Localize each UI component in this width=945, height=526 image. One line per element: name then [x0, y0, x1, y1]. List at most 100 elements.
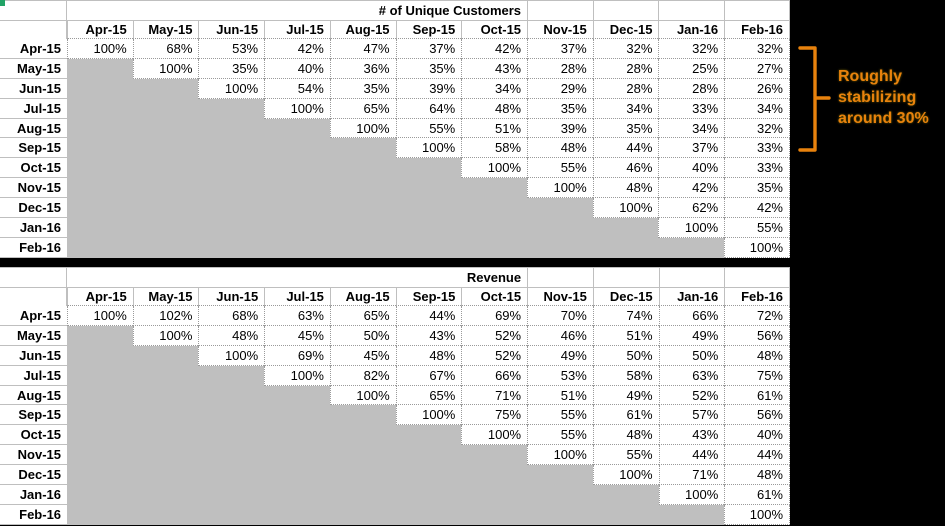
value-cell: 35%: [395, 58, 462, 79]
annotation-line: around 30%: [838, 110, 929, 127]
value-cell: 48%: [592, 178, 659, 199]
value-cell: 100%: [461, 425, 528, 446]
empty-gray-cell: [67, 445, 133, 466]
annotation-bracket: [798, 46, 831, 152]
row-header: Jun-15: [0, 79, 68, 99]
empty-gray-cell: [264, 425, 330, 446]
revenue-grid: Revenue Apr-15 May-15 Jun-15 Jul-15 Aug-15 Sep…: [0, 267, 790, 525]
empty-gray-cell: [395, 425, 462, 446]
empty-gray-cell: [198, 218, 265, 238]
table-row: Feb-16 100%: [0, 237, 790, 258]
table-row: Dec-15 100% 62% 42%: [0, 198, 790, 219]
empty-gray-cell: [395, 445, 462, 466]
empty-gray-cell: [592, 237, 659, 258]
unique-customers-cohort-table: # of Unique Customers Apr-15 May-15 Jun-15 J…: [0, 0, 790, 258]
empty-gray-cell: [67, 485, 133, 505]
value-cell: 52%: [461, 325, 528, 346]
value-cell: 61%: [724, 385, 790, 406]
row-header: May-15: [0, 59, 68, 79]
table-row: Oct-15 100% 55% 46% 40% 33%: [0, 158, 790, 179]
row-header: Dec-15: [0, 465, 68, 486]
value-cell: 43%: [461, 58, 528, 79]
value-cell: 69%: [461, 306, 528, 326]
table-row: Nov-15 100% 55% 44% 44%: [0, 445, 790, 466]
value-cell: 48%: [198, 325, 265, 346]
empty-gray-cell: [132, 405, 199, 426]
value-cell: 44%: [592, 138, 659, 159]
empty-gray-cell: [264, 405, 330, 426]
row-header: Jun-15: [0, 346, 68, 366]
empty-gray-cell: [395, 178, 462, 199]
empty-gray-cell: [329, 178, 396, 199]
empty-gray-cell: [132, 365, 199, 386]
value-cell: 100%: [329, 118, 396, 139]
table-row: Feb-16 100%: [0, 504, 790, 525]
column-header: Feb-16: [724, 21, 790, 39]
value-cell: 100%: [67, 306, 133, 326]
value-cell: 28%: [592, 58, 659, 79]
value-cell: 55%: [527, 158, 593, 179]
value-cell: 37%: [658, 138, 725, 159]
empty-gray-cell: [132, 465, 199, 486]
empty-gray-cell: [198, 98, 265, 119]
value-cell: 58%: [592, 365, 659, 386]
empty-gray-cell: [527, 504, 593, 525]
value-cell: 100%: [198, 345, 265, 366]
value-cell: 51%: [527, 385, 593, 406]
value-cell: 71%: [461, 385, 528, 406]
row-header: Apr-15: [0, 306, 68, 326]
empty-gray-cell: [132, 445, 199, 466]
value-cell: 28%: [658, 78, 725, 99]
empty-gray-cell: [67, 465, 133, 486]
empty-gray-cell: [264, 138, 330, 159]
green-corner-artifact: [0, 0, 5, 6]
column-header: Jun-15: [198, 288, 265, 306]
empty-gray-cell: [198, 425, 265, 446]
empty-gray-cell: [264, 178, 330, 199]
empty-gray-cell: [461, 198, 528, 219]
blank-cell: [724, 267, 790, 288]
value-cell: 50%: [658, 345, 725, 366]
empty-gray-cell: [527, 465, 593, 486]
value-cell: 55%: [527, 425, 593, 446]
value-cell: 82%: [329, 365, 396, 386]
value-cell: 63%: [658, 365, 725, 386]
column-header: Dec-15: [592, 21, 659, 39]
value-cell: 29%: [527, 78, 593, 99]
value-cell: 56%: [724, 325, 790, 346]
value-cell: 100%: [461, 158, 528, 179]
value-cell: 50%: [329, 325, 396, 346]
empty-gray-cell: [132, 118, 199, 139]
empty-gray-cell: [461, 445, 528, 466]
table-row: Oct-15 100% 55% 48% 43% 40%: [0, 425, 790, 446]
table-row: Nov-15 100% 48% 42% 35%: [0, 178, 790, 199]
row-header: Feb-16: [0, 505, 68, 525]
empty-gray-cell: [198, 405, 265, 426]
value-cell: 65%: [395, 385, 462, 406]
value-cell: 100%: [724, 504, 790, 525]
empty-gray-cell: [329, 504, 396, 525]
row-header: Aug-15: [0, 386, 68, 406]
value-cell: 63%: [264, 306, 330, 326]
unique-customers-grid: # of Unique Customers Apr-15 May-15 Jun-15 J…: [0, 0, 790, 258]
empty-gray-cell: [264, 158, 330, 179]
blank-cell: [724, 0, 790, 21]
value-cell: 40%: [658, 158, 725, 179]
value-cell: 100%: [658, 218, 725, 238]
empty-gray-cell: [329, 237, 396, 258]
column-header: Feb-16: [724, 288, 790, 306]
empty-gray-cell: [264, 385, 330, 406]
table-row: Jul-15 100% 82% 67% 66% 53% 58% 63% 75%: [0, 365, 790, 386]
value-cell: 57%: [658, 405, 725, 426]
column-header: Jun-15: [198, 21, 265, 39]
empty-gray-cell: [264, 118, 330, 139]
row-header: Feb-16: [0, 238, 68, 258]
empty-gray-cell: [592, 504, 659, 525]
value-cell: 40%: [724, 425, 790, 446]
row-header: Jul-15: [0, 366, 68, 386]
empty-gray-cell: [329, 485, 396, 505]
empty-gray-cell: [198, 178, 265, 199]
value-cell: 53%: [527, 365, 593, 386]
value-cell: 58%: [461, 138, 528, 159]
empty-gray-cell: [67, 198, 133, 219]
